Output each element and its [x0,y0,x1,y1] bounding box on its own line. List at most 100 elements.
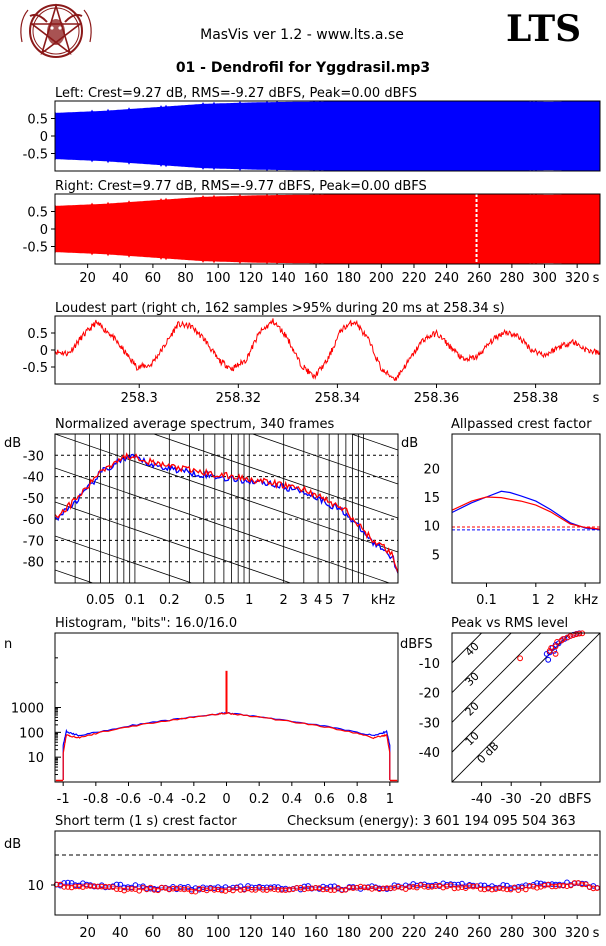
short-crest-right-point [95,883,101,890]
short-crest-right-point [230,887,236,894]
x-tick-label: 320 [565,926,590,941]
x-tick-label: 2 [280,593,288,608]
short-crest-right-point [158,884,165,891]
short-crest-right-point [571,880,578,886]
short-crest-right-point [346,884,353,891]
pentagram-goat-logo-icon [20,3,92,58]
spectrum-right-line [55,452,398,573]
x-tick-label: 300 [532,926,557,941]
y-axis-label: dBFS [400,637,433,652]
y-tick-label: -30 [23,449,44,464]
x-tick-label: s [593,271,600,286]
short-crest-right-point [470,883,477,890]
peak-rms-right-point [573,631,580,638]
short-crest-right-point [335,885,341,891]
crest-diagonal [452,633,542,724]
plot-frame [54,830,601,916]
x-tick-label: 160 [304,271,329,286]
file-title: 01 - Dendrofil for Yggdrasil.mp3 [175,60,431,76]
x-tick-label: 0.5 [204,593,225,608]
short-crest-right-point [477,886,484,892]
x-tick-label: -30 [501,792,522,807]
short-crest-right-point [91,883,97,889]
short-crest-right-point [113,886,120,892]
right-waveform-chart: Right: Crest=9.77 dB, RMS=-9.77 dBFS, Pe… [23,179,601,286]
x-tick-label: 180 [336,926,361,941]
short-crest-right-point [556,882,563,889]
x-tick-label: 1 [532,593,540,608]
y-tick-label: 10 [27,879,44,894]
x-tick-label: 280 [499,926,524,941]
chart-title: Short term (1 s) crest factor [55,814,237,829]
peak-rms-right-point [567,633,574,639]
short-crest-left-point [500,882,507,888]
crest-diagonal [452,633,512,694]
chart-title: Loudest part (right ch, 162 samples >95%… [55,301,505,316]
y-tick-label: 10 [423,520,440,535]
chart-title: Allpassed crest factor [451,417,592,432]
short-crest-right-point [474,883,480,890]
short-crest-right-point [155,887,161,894]
y-axis-label: dB [4,837,21,852]
y-tick-label: -10 [419,657,440,672]
x-tick-label: 0.6 [314,792,335,807]
short-crest-right-point [553,883,559,890]
x-tick-label: 220 [402,271,427,286]
y-axis-label: dB [4,436,21,451]
short-crest-right-point [53,881,60,888]
chart-title: Histogram, "bits": 16.0/16.0 [55,616,237,631]
x-tick-label: -0.4 [148,792,173,807]
x-tick-label: 240 [434,271,459,286]
y-tick-label: -60 [23,513,44,528]
x-tick-label: 140 [271,271,296,286]
short-crest-right-point [481,886,488,893]
peak-rms-left-point [545,656,552,663]
chart-title: Right: Crest=9.77 dB, RMS=-9.77 dBFS, Pe… [55,179,427,194]
y-tick-label: -70 [23,534,44,549]
crest-right-line [451,496,601,530]
allpassed-crest-chart: Allpassed crest factor dB 20 15 10 5 0.1 1 2 kHz [401,417,601,608]
short-crest-right-point [579,881,585,888]
y-axis-label: dB [401,436,418,451]
checksum-label: Checksum (energy): 3 601 194 095 504 363 [287,814,576,829]
x-tick-label: 240 [434,926,459,941]
short-crest-right-point [523,886,529,893]
short-crest-right-point [485,885,492,892]
short-crest-left-point [185,884,191,890]
short-crest-right-point [196,885,202,892]
short-crest-right-point [327,887,334,893]
short-crest-right-point [136,888,142,894]
x-tick-label: 40 [112,271,129,286]
x-tick-label: 0.05 [86,593,115,608]
brand-title: LTS [506,8,582,50]
short-crest-right-line [61,883,594,891]
short-crest-right-point [294,885,300,891]
peak-rms-right-point [552,651,559,657]
x-tick-label: 3 [300,593,308,608]
average-spectrum-chart: Normalized average spectrum, 340 frames d… [4,417,399,608]
diagonal-label: 0 dB [475,739,502,766]
diagonal-label: 20 [463,699,482,718]
short-crest-right-point [98,883,105,890]
short-crest-right-point [87,883,94,889]
short-crest-right-point [594,885,600,891]
crest-left-line [451,490,601,531]
plot-frame [54,433,399,584]
x-tick-label: 260 [467,271,492,286]
short-crest-right-point [83,883,90,889]
short-crest-right-point [177,886,184,892]
short-crest-right-point [534,885,540,891]
x-tick-label: 7 [342,593,350,608]
grid [55,434,398,583]
x-tick-label: 280 [499,271,524,286]
y-tick-label: -50 [23,492,44,507]
y-tick-label: 1000 [11,702,44,717]
short-crest-right-point [286,886,293,893]
x-tick-label: 0.2 [249,792,270,807]
short-crest-right-point [61,884,67,890]
short-crest-right-point [466,883,473,889]
y-tick-label: 0.5 [27,327,48,342]
short-crest-right-point [568,882,574,889]
crest-diagonal [452,633,572,753]
x-tick-label: 120 [238,271,263,286]
